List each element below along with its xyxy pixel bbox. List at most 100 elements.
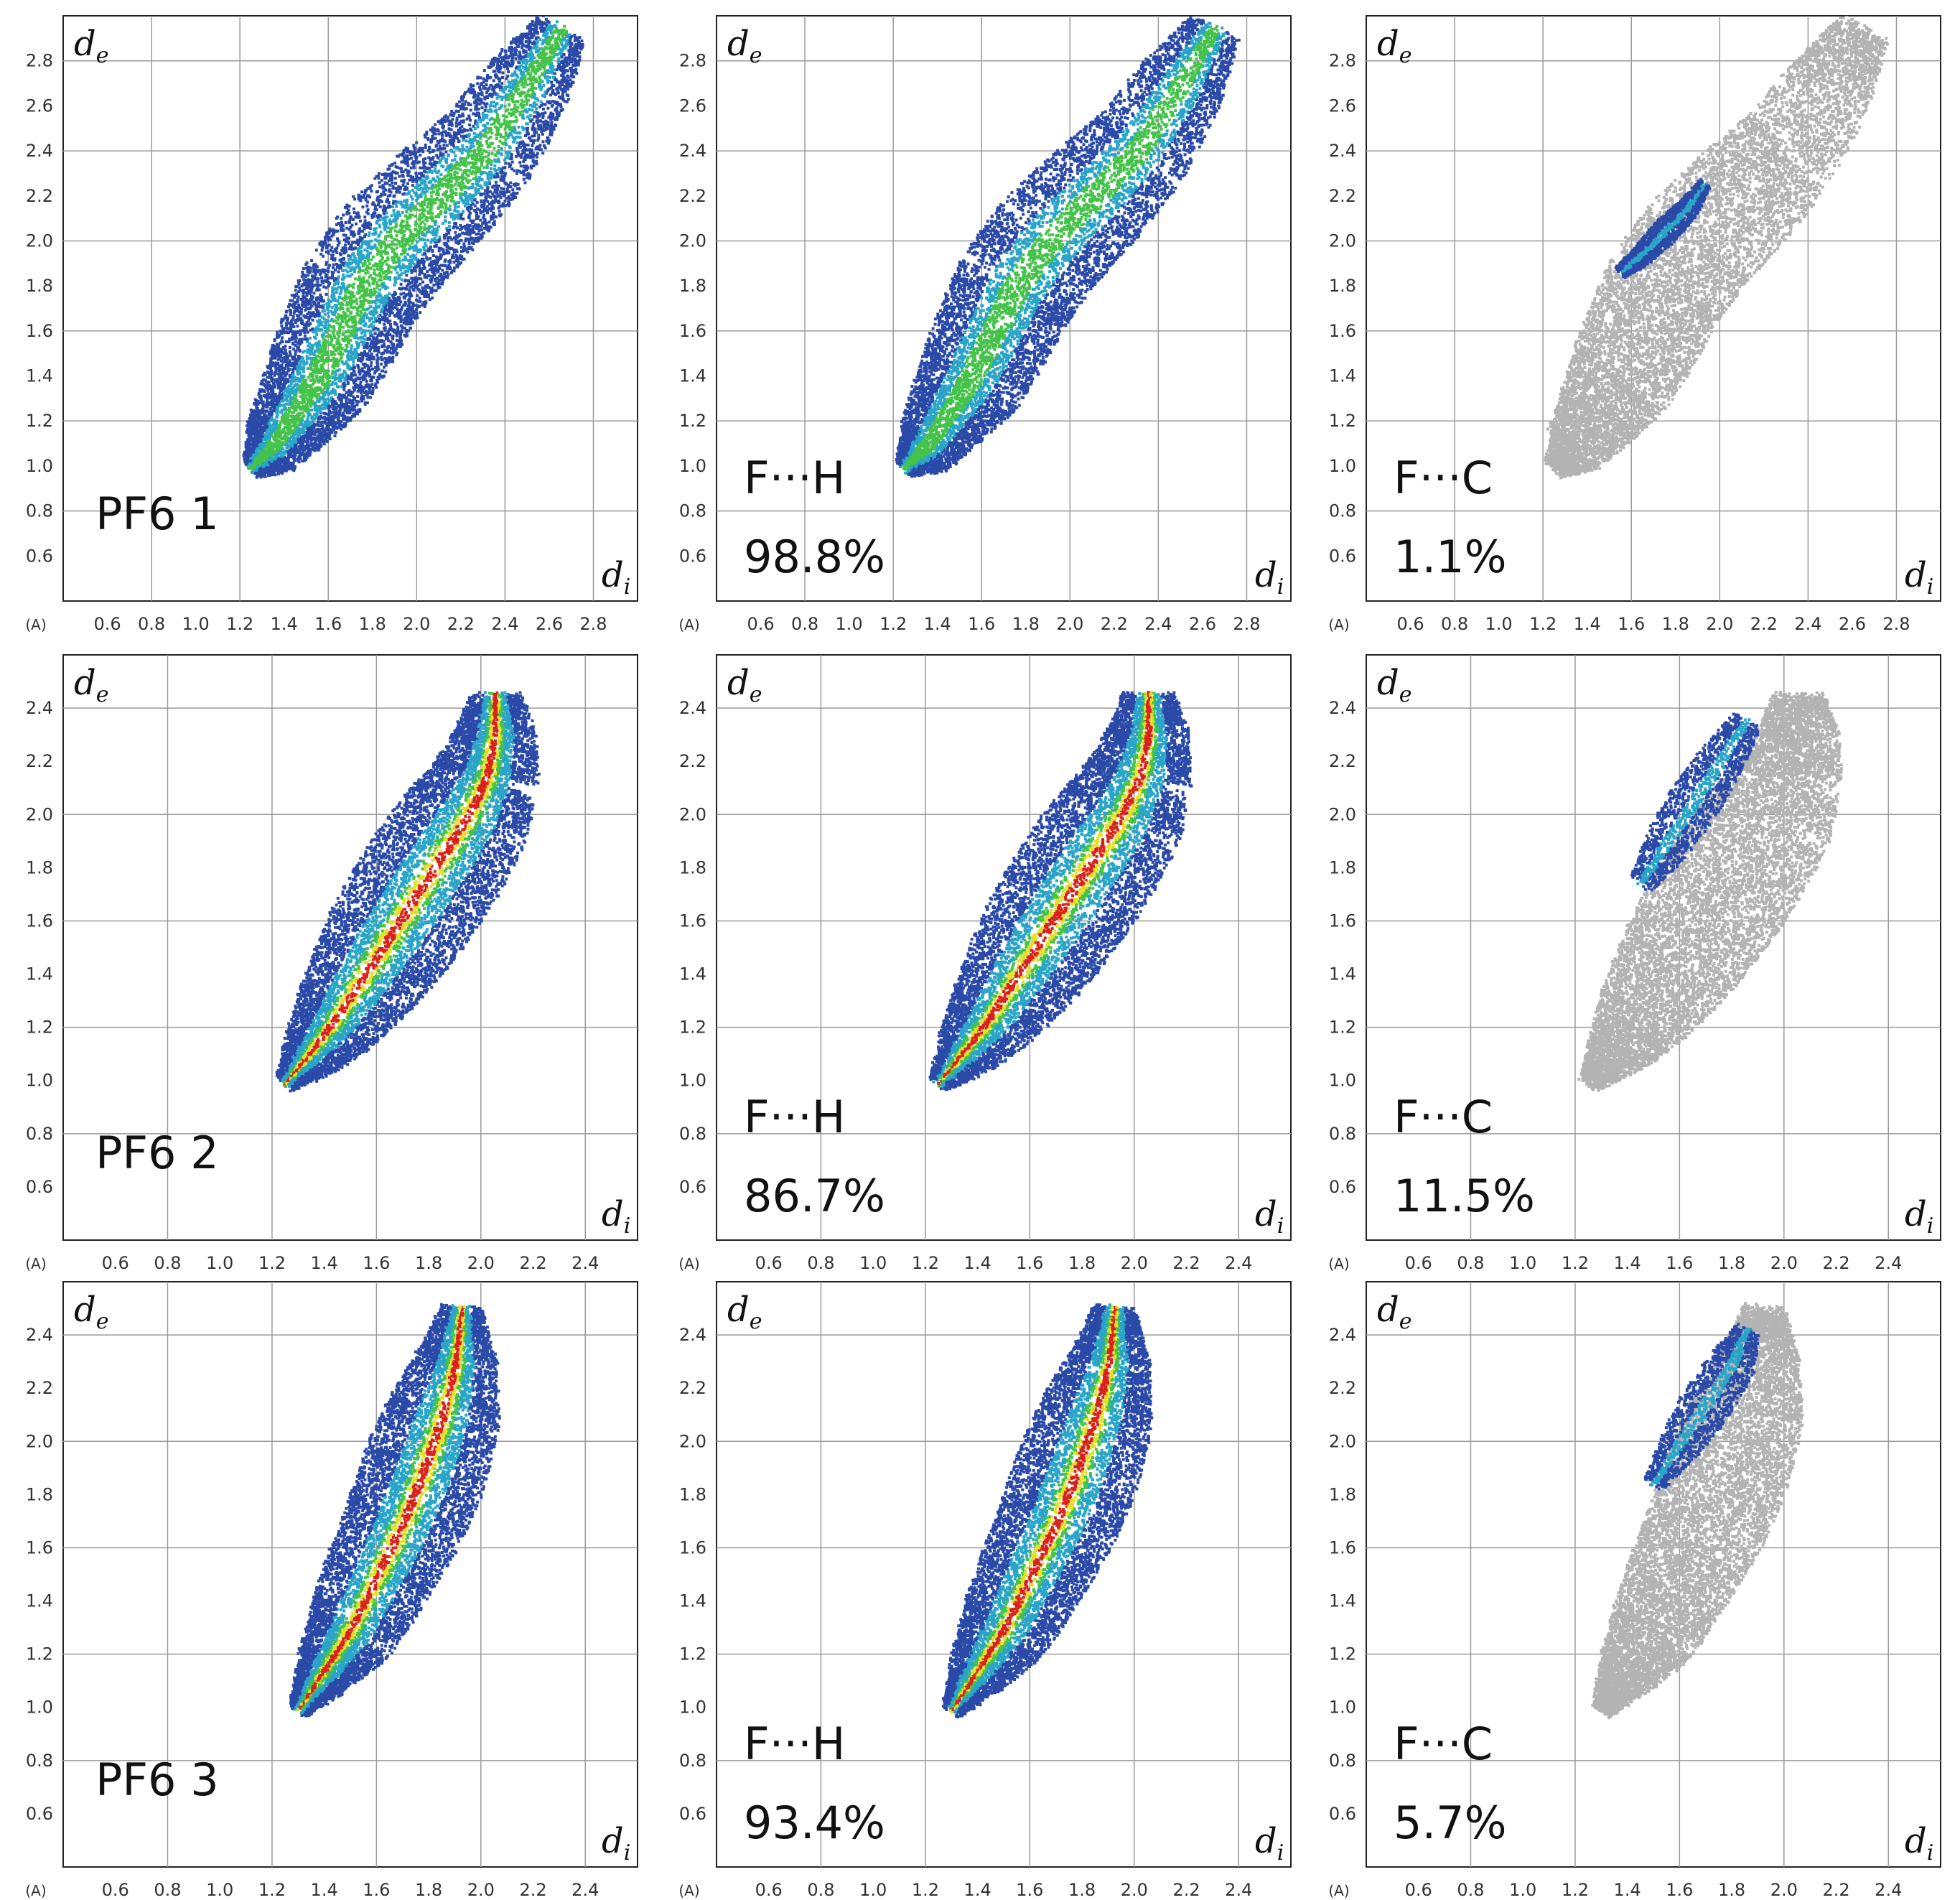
fingerprint-point xyxy=(391,205,394,208)
fingerprint-point xyxy=(482,216,485,219)
fingerprint-point xyxy=(444,211,447,214)
fingerprint-point xyxy=(384,371,387,373)
fingerprint-point xyxy=(423,248,426,251)
fingerprint-point xyxy=(510,153,513,156)
fingerprint-point xyxy=(378,289,381,292)
fingerprint-point xyxy=(281,441,284,444)
fingerprint-point xyxy=(485,155,487,158)
fingerprint-point xyxy=(332,411,335,414)
fingerprint-point xyxy=(365,330,368,332)
fingerprint-point xyxy=(342,251,345,254)
fingerprint-point xyxy=(416,294,419,297)
fingerprint-point xyxy=(510,108,513,111)
fingerprint-point xyxy=(520,164,523,167)
fingerprint-point xyxy=(263,390,266,393)
fingerprint-point xyxy=(373,208,376,211)
fingerprint-point xyxy=(279,342,281,345)
fingerprint-point xyxy=(310,295,313,298)
fingerprint-point xyxy=(551,65,554,67)
fingerprint-point xyxy=(363,276,365,279)
fingerprint-point xyxy=(492,223,495,225)
fingerprint-point xyxy=(505,197,508,200)
fingerprint-point xyxy=(477,126,480,129)
fingerprint-point xyxy=(322,285,325,288)
fingerprint-point xyxy=(509,146,512,149)
fingerprint-point xyxy=(486,109,489,112)
fingerprint-point xyxy=(342,311,345,314)
fingerprint-point xyxy=(336,338,339,341)
fingerprint-point xyxy=(350,347,353,350)
fingerprint-point xyxy=(496,116,499,118)
fingerprint-point xyxy=(419,154,421,157)
fingerprint-point xyxy=(344,269,347,271)
fingerprint-point xyxy=(523,178,526,181)
fingerprint-point xyxy=(483,166,486,169)
fingerprint-point xyxy=(448,221,451,224)
fingerprint-point xyxy=(567,98,570,101)
fingerprint-point xyxy=(347,266,350,269)
fingerprint-point xyxy=(292,348,295,350)
fingerprint-point xyxy=(296,325,299,327)
y-tick-label: 0.8 xyxy=(26,501,53,521)
fingerprint-point xyxy=(558,34,561,37)
fingerprint-point xyxy=(402,193,405,196)
fingerprint-point xyxy=(381,308,383,311)
fingerprint-point xyxy=(388,230,391,233)
fingerprint-point xyxy=(374,238,377,241)
fingerprint-point xyxy=(306,294,309,297)
fingerprint-point xyxy=(431,297,434,299)
fingerprint-point xyxy=(523,85,526,88)
fingerprint-point xyxy=(495,67,498,70)
fingerprint-point xyxy=(280,321,283,324)
fingerprint-point xyxy=(390,266,393,269)
fingerprint-point xyxy=(432,149,435,152)
fingerprint-plot-1: 0.6 0.8 1.0 1.2 1.4 1.6 1.8 2.0 2.2 2.4 2.6 2.80.60… xyxy=(25,14,638,634)
fingerprint-point xyxy=(427,171,430,174)
y-tick-label: 2.8 xyxy=(26,51,53,71)
fingerprint-point xyxy=(479,76,482,79)
fingerprint-point xyxy=(544,14,547,17)
fingerprint-point xyxy=(414,215,417,218)
fingerprint-point xyxy=(286,450,289,453)
fingerprint-point xyxy=(307,319,310,322)
fingerprint-point xyxy=(363,346,365,349)
fingerprint-point xyxy=(513,104,516,107)
fingerprint-point xyxy=(432,254,435,257)
fingerprint-point xyxy=(275,416,278,419)
fingerprint-point xyxy=(328,264,331,267)
fingerprint-point xyxy=(454,158,457,161)
fingerprint-point xyxy=(520,156,523,159)
fingerprint-point xyxy=(438,236,441,238)
fingerprint-point xyxy=(375,353,378,356)
fingerprint-point xyxy=(508,49,510,52)
fingerprint-point xyxy=(495,181,498,184)
fingerprint-point xyxy=(324,313,327,316)
fingerprint-point xyxy=(522,117,525,120)
x-tick-label: 1.8 xyxy=(359,614,386,634)
fingerprint-point xyxy=(458,101,461,103)
fingerprint-point xyxy=(298,355,301,358)
fingerprint-point xyxy=(476,82,479,85)
fingerprint-point xyxy=(359,236,362,239)
fingerprint-point xyxy=(500,98,503,101)
y-tick-label: 2.4 xyxy=(26,141,53,161)
fingerprint-point xyxy=(459,169,462,172)
fingerprint-point xyxy=(462,243,465,246)
fingerprint-point xyxy=(534,127,537,130)
fingerprint-point xyxy=(276,346,279,349)
fingerprint-point xyxy=(285,322,288,325)
fingerprint-point xyxy=(360,340,363,343)
fingerprint-point xyxy=(490,62,493,65)
fingerprint-point xyxy=(403,256,406,259)
fingerprint-point xyxy=(518,132,521,135)
fingerprint-point xyxy=(485,150,487,153)
fingerprint-point xyxy=(412,144,415,146)
fingerprint-point xyxy=(372,376,375,378)
unit-label: (A) xyxy=(25,616,46,633)
fingerprint-point xyxy=(396,352,398,355)
fingerprint-point xyxy=(472,112,475,115)
fingerprint-point xyxy=(283,381,286,383)
fingerprint-point xyxy=(374,366,377,369)
fingerprint-point xyxy=(398,274,401,277)
